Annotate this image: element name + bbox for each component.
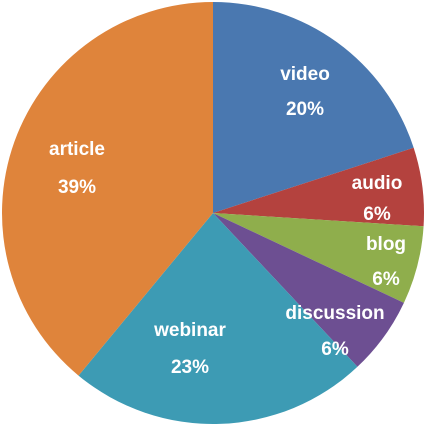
slice-value-label: 6% — [363, 204, 391, 225]
slice-value-label: 23% — [171, 357, 209, 378]
slice-value-label: 39% — [58, 177, 96, 198]
pie-slice — [213, 213, 404, 367]
slice-label: audio — [352, 173, 403, 194]
pie-slice — [213, 147, 425, 227]
slice-label: video — [280, 64, 330, 85]
slice-value-label: 6% — [372, 269, 400, 290]
slice-label: discussion — [285, 303, 384, 324]
pie-slice — [78, 213, 358, 425]
pie-slice — [1, 2, 213, 376]
pie-slice — [213, 213, 424, 303]
slice-value-label: 20% — [286, 99, 324, 120]
pie-slice — [213, 2, 414, 213]
slice-label: webinar — [153, 320, 226, 341]
slice-label: article — [49, 139, 105, 160]
slice-value-label: 6% — [321, 339, 349, 360]
slice-label: blog — [366, 234, 406, 255]
